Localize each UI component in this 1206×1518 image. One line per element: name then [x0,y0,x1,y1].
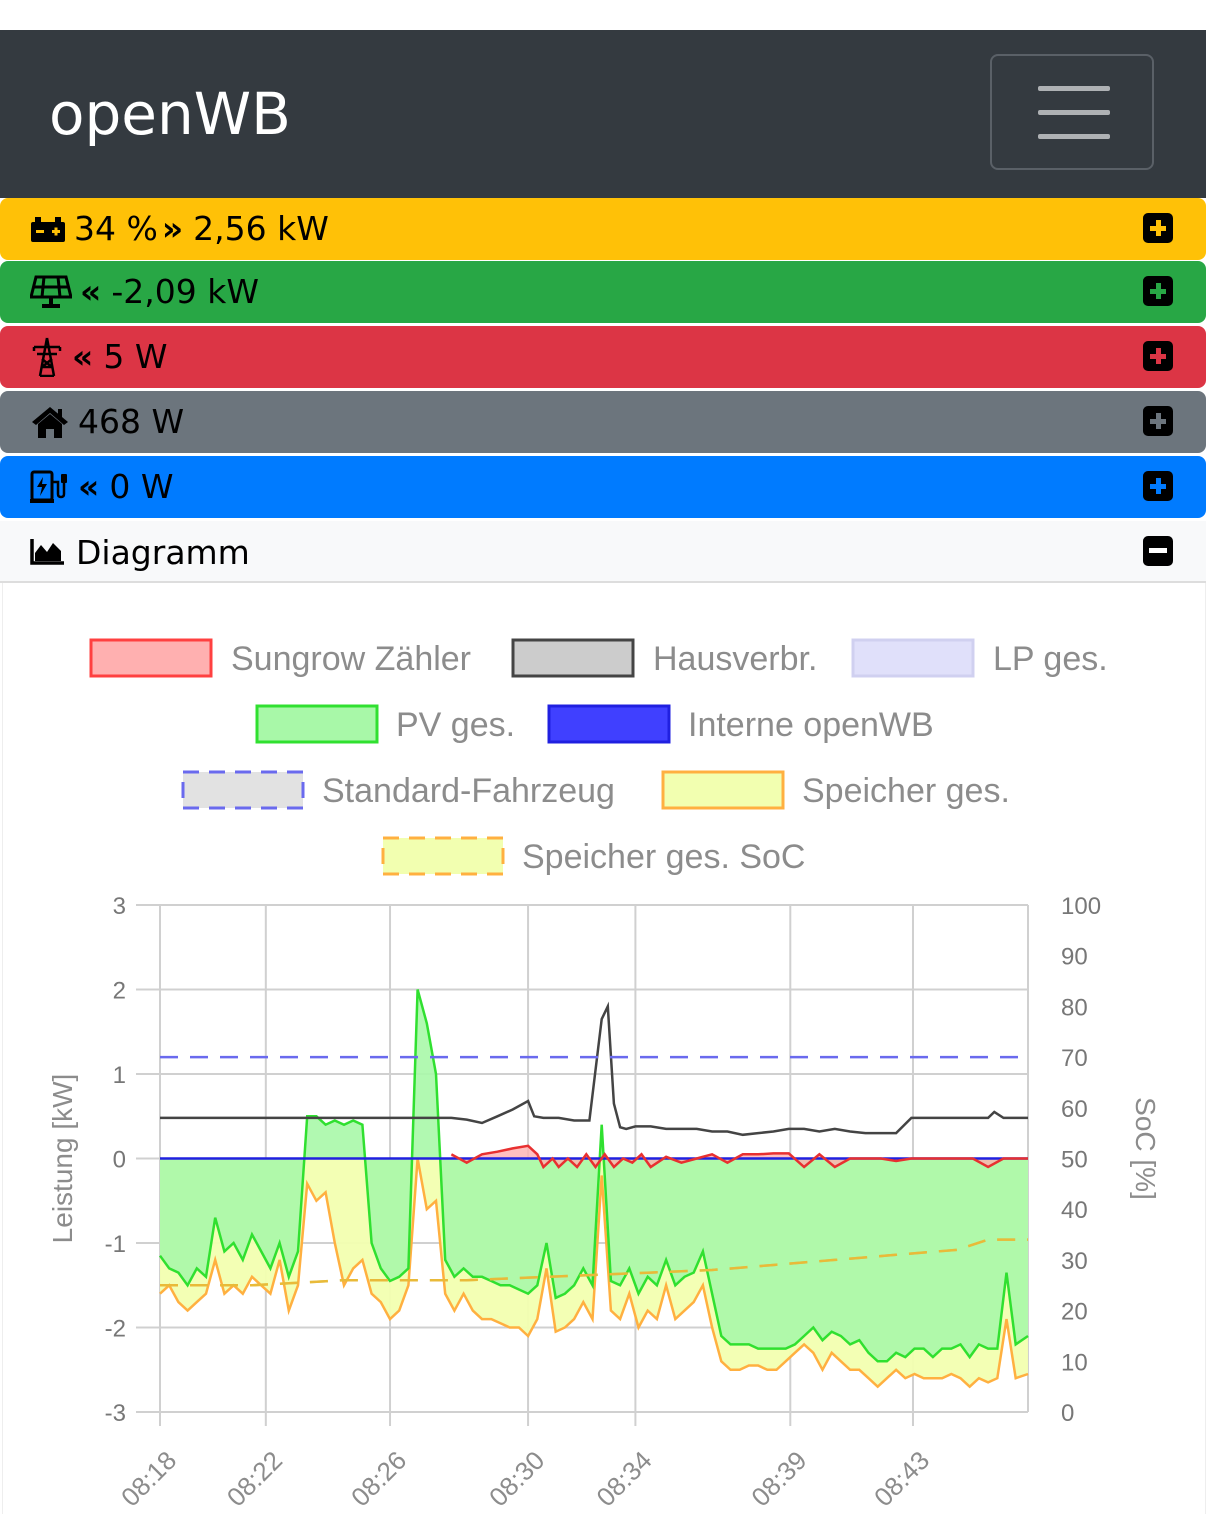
y2-tick-label: 50 [1061,1147,1088,1174]
expand-plus-icon[interactable] [1143,406,1173,436]
legend-swatch [181,770,305,810]
solar-panel-icon [30,275,72,308]
legend-label: Speicher ges. [802,772,1010,810]
y-tick-label: -3 [105,1400,126,1427]
series-line-speicher-soc-overlay [160,1238,1028,1287]
x-tick-label: 08:34 [590,1445,657,1512]
series-line-hausverbr [160,1001,1028,1137]
legend-swatch [511,638,635,678]
legend-swatch [89,638,213,678]
y-tick-label: 3 [113,893,126,920]
legend-label: Standard-Fahrzeug [322,772,615,810]
y2-axis-label: SoC [%] [1130,1097,1161,1200]
legend-label: PV ges. [396,706,515,744]
navbar: openWB [0,30,1206,198]
series-line-sungrow [450,1144,1028,1170]
y2-tick-label: 0 [1061,1400,1074,1427]
x-tick-label: 08:39 [745,1445,812,1512]
grid-power: 5 W [103,337,168,376]
x-tick-label: 08:18 [115,1445,182,1512]
status-bar-pv[interactable]: « -2,09 kW [0,261,1206,323]
legend-swatch [851,638,975,678]
legend-swatch [255,704,379,744]
legend-item: Standard-Fahrzeug [181,770,615,810]
arrow-left-icon: « [78,467,100,506]
expand-plus-icon[interactable] [1143,213,1173,243]
y2-tick-label: 10 [1061,1349,1088,1376]
y2-tick-label: 90 [1061,944,1088,971]
series-line-pv [158,989,1029,1363]
series-line-speicher [159,1158,1029,1389]
x-tick-label: 08:26 [345,1445,412,1512]
menu-toggle-button[interactable] [990,54,1154,170]
x-tick-label: 08:22 [221,1445,288,1512]
x-tick-label: 08:43 [868,1445,935,1512]
expand-plus-icon[interactable] [1143,341,1173,371]
x-tick-label: 08:30 [483,1445,550,1512]
area-chart-icon [30,539,64,565]
battery-soc: 34 % [74,209,158,248]
legend-swatch [381,836,505,876]
y2-tick-label: 40 [1061,1197,1088,1224]
legend-label: LP ges. [993,640,1108,678]
brand-logo[interactable]: openWB [49,80,291,148]
car-battery-icon [31,217,65,242]
y-tick-label: 0 [113,1147,126,1174]
y2-tick-label: 100 [1061,893,1101,920]
hamburger-icon-line [1038,134,1110,139]
battery-power: 2,56 kW [193,209,329,248]
diagram-header[interactable]: Diagramm [0,521,1206,583]
chargepoint-power: 0 W [109,467,174,506]
hamburger-icon [1038,86,1110,91]
arrow-left-icon: « [72,337,94,376]
y-tick-label: -1 [105,1231,126,1258]
legend-swatch [661,770,785,810]
hamburger-icon-line [1038,110,1110,115]
y2-tick-label: 70 [1061,1045,1088,1072]
legend-swatch [547,704,671,744]
legend-label: Sungrow Zähler [231,640,471,678]
legend-label: Hausverbr. [653,640,817,678]
y2-tick-label: 30 [1061,1248,1088,1275]
status-bar-battery[interactable]: 34 % » 2,56 kW [0,198,1206,260]
y2-tick-label: 80 [1061,994,1088,1021]
expand-plus-icon[interactable] [1143,276,1173,306]
y-tick-label: 2 [113,978,126,1005]
house-power: 468 W [78,402,185,441]
power-pylon-icon [32,337,62,377]
pv-power: -2,09 kW [111,272,259,311]
home-icon [32,407,68,438]
status-bar-chargepoint[interactable]: « 0 W [0,456,1206,518]
status-bar-house[interactable]: 468 W [0,391,1206,453]
legend-item: PV ges. [255,704,515,744]
diagram-title: Diagramm [76,532,250,572]
legend-label: Speicher ges. SoC [522,838,806,876]
arrow-right-icon: » [161,209,184,248]
charging-station-icon [30,470,67,503]
arrow-left-icon: « [80,272,102,311]
legend-item: Hausverbr. [511,638,817,678]
y2-tick-label: 20 [1061,1299,1088,1326]
expand-plus-icon[interactable] [1143,471,1173,501]
legend-item: Interne openWB [547,704,934,744]
status-bar-grid[interactable]: « 5 W [0,326,1206,388]
y2-tick-label: 60 [1061,1096,1088,1123]
power-chart: Sungrow Zähler Hausverbr. LP ges. PV ges. In… [47,638,1161,1512]
legend-label: Interne openWB [688,706,934,744]
y-tick-label: 1 [113,1062,126,1089]
y-axis-label: Leistung [kW] [47,1074,78,1244]
legend-item: Speicher ges. [661,770,1010,810]
collapse-minus-icon[interactable] [1143,536,1173,566]
legend-item: Sungrow Zähler [89,638,471,678]
legend-item: LP ges. [851,638,1108,678]
legend-item: Speicher ges. SoC [381,836,806,876]
diagram-body: Sungrow Zähler Hausverbr. LP ges. PV ges. In… [2,583,1206,1514]
y-tick-label: -2 [105,1316,126,1343]
series-area-pv [160,989,1028,1362]
